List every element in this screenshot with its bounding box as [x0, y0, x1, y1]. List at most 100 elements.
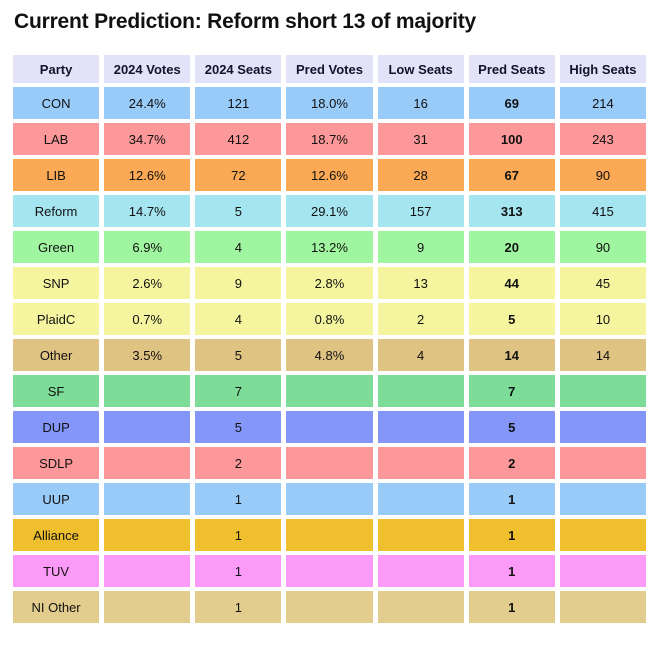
prediction-table: Party 2024 Votes 2024 Seats Pred Votes Low S… — [13, 55, 646, 623]
table-cell — [377, 555, 464, 587]
table-cell: 13 — [377, 267, 464, 299]
table-cell: 1 — [195, 483, 282, 515]
table-cell: 5 — [468, 411, 555, 443]
table-cell: 16 — [377, 87, 464, 119]
table-cell: 313 — [468, 195, 555, 227]
column-header: Low Seats — [377, 55, 464, 83]
table-cell: 4.8% — [286, 339, 373, 371]
table-cell: 9 — [377, 231, 464, 263]
column-header: Party — [13, 55, 100, 83]
table-cell: 90 — [559, 159, 646, 191]
table-cell: 34.7% — [104, 123, 191, 155]
party-cell: PlaidC — [13, 303, 100, 335]
table-cell — [104, 519, 191, 551]
table-cell: 44 — [468, 267, 555, 299]
party-cell: DUP — [13, 411, 100, 443]
table-cell — [104, 483, 191, 515]
table-cell: 121 — [195, 87, 282, 119]
table-cell — [104, 411, 191, 443]
table-cell — [286, 375, 373, 407]
table-cell — [559, 519, 646, 551]
party-cell: UUP — [13, 483, 100, 515]
party-cell: NI Other — [13, 591, 100, 623]
table-cell: 5 — [468, 303, 555, 335]
table-cell: 14.7% — [104, 195, 191, 227]
table-cell — [286, 591, 373, 623]
party-cell: CON — [13, 87, 100, 119]
table-cell — [286, 411, 373, 443]
table-cell: 4 — [195, 303, 282, 335]
table-cell: 29.1% — [286, 195, 373, 227]
table-cell — [286, 447, 373, 479]
table-cell: 90 — [559, 231, 646, 263]
table-cell — [377, 519, 464, 551]
table-cell: 14 — [468, 339, 555, 371]
table-cell: 6.9% — [104, 231, 191, 263]
party-cell: SDLP — [13, 447, 100, 479]
column-header: Pred Votes — [286, 55, 373, 83]
table-cell: 4 — [195, 231, 282, 263]
table-cell — [559, 411, 646, 443]
party-cell: Alliance — [13, 519, 100, 551]
table-cell — [104, 447, 191, 479]
table-cell: 4 — [377, 339, 464, 371]
table-cell — [377, 375, 464, 407]
column-header: Pred Seats — [468, 55, 555, 83]
table-cell: 67 — [468, 159, 555, 191]
table-cell — [377, 447, 464, 479]
table-cell: 20 — [468, 231, 555, 263]
table-cell: 2 — [468, 447, 555, 479]
table-cell: 7 — [468, 375, 555, 407]
table-cell: 18.7% — [286, 123, 373, 155]
table-cell: 1 — [468, 555, 555, 587]
table-cell: 5 — [195, 411, 282, 443]
table-cell — [559, 375, 646, 407]
table-cell: 2 — [195, 447, 282, 479]
party-cell: TUV — [13, 555, 100, 587]
table-cell: 12.6% — [286, 159, 373, 191]
table-cell — [104, 555, 191, 587]
table-cell — [377, 591, 464, 623]
table-cell: 72 — [195, 159, 282, 191]
page-title: Current Prediction: Reform short 13 of m… — [14, 10, 477, 33]
table-cell — [559, 591, 646, 623]
table-cell: 5 — [195, 195, 282, 227]
table-cell — [559, 555, 646, 587]
table-cell: 2.8% — [286, 267, 373, 299]
column-header: 2024 Votes — [104, 55, 191, 83]
table-cell: 5 — [195, 339, 282, 371]
table-cell: 157 — [377, 195, 464, 227]
table-cell: 45 — [559, 267, 646, 299]
table-cell: 214 — [559, 87, 646, 119]
table-cell: 9 — [195, 267, 282, 299]
table-cell — [104, 375, 191, 407]
column-header: High Seats — [559, 55, 646, 83]
table-cell: 14 — [559, 339, 646, 371]
table-cell — [286, 555, 373, 587]
party-cell: LIB — [13, 159, 100, 191]
party-cell: SF — [13, 375, 100, 407]
party-cell: Green — [13, 231, 100, 263]
table-cell: 415 — [559, 195, 646, 227]
table-cell — [286, 483, 373, 515]
table-cell — [559, 483, 646, 515]
table-cell: 1 — [195, 519, 282, 551]
party-cell: Reform — [13, 195, 100, 227]
table-cell — [104, 591, 191, 623]
table-cell: 28 — [377, 159, 464, 191]
table-cell — [377, 411, 464, 443]
table-cell — [286, 519, 373, 551]
table-cell: 0.8% — [286, 303, 373, 335]
table-cell: 31 — [377, 123, 464, 155]
table-cell: 1 — [468, 591, 555, 623]
table-cell: 2 — [377, 303, 464, 335]
table-cell: 3.5% — [104, 339, 191, 371]
table-cell: 7 — [195, 375, 282, 407]
table-cell: 18.0% — [286, 87, 373, 119]
table-cell — [377, 483, 464, 515]
table-cell: 10 — [559, 303, 646, 335]
table-cell: 1 — [468, 519, 555, 551]
party-cell: LAB — [13, 123, 100, 155]
table-cell: 243 — [559, 123, 646, 155]
table-cell — [559, 447, 646, 479]
